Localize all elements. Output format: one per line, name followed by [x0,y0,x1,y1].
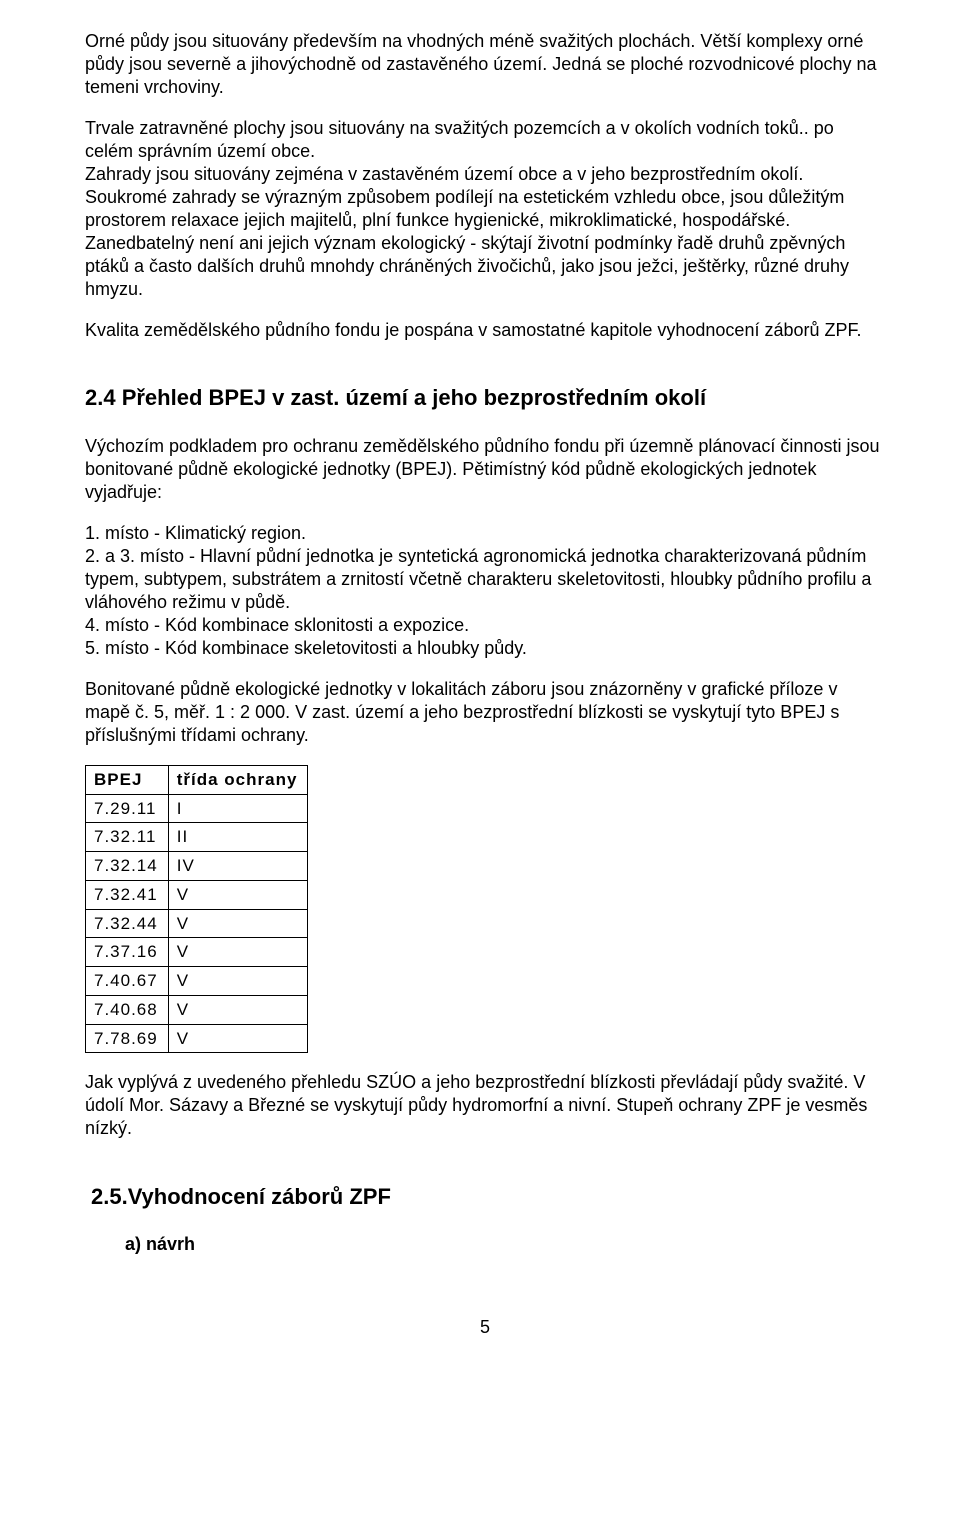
bpej-table: BPEJ třída ochrany 7.29.11 I 7.32.11 II … [85,765,308,1054]
bpej-class: V [168,995,308,1024]
paragraph-2: Trvale zatravněné plochy jsou situovány … [85,117,885,163]
paragraph-4: Kvalita zemědělského půdního fondu je po… [85,319,885,342]
table-row: 7.32.41 V [86,880,308,909]
list-item-4: 5. místo - Kód kombinace skeletovitosti … [85,637,885,660]
table-row: 7.40.67 V [86,967,308,996]
numbered-list: 1. místo - Klimatický region. 2. a 3. mí… [85,522,885,660]
table-row: 7.32.11 II [86,823,308,852]
table-row: 7.32.44 V [86,909,308,938]
bpej-class: I [168,794,308,823]
bpej-code: 7.32.14 [86,852,169,881]
page-number: 5 [85,1316,885,1339]
paragraph-1: Orné půdy jsou situovány především na vh… [85,30,885,99]
heading-2-4: 2.4 Přehled BPEJ v zast. území a jeho be… [85,384,885,412]
bpej-code: 7.40.68 [86,995,169,1024]
heading-2-5: 2.5.Vyhodnocení záborů ZPF [91,1183,885,1211]
bpej-code: 7.32.44 [86,909,169,938]
paragraph-5: Výchozím podkladem pro ochranu zemědělsk… [85,435,885,504]
list-item-1: 1. místo - Klimatický region. [85,522,885,545]
bpej-class: V [168,1024,308,1053]
bpej-class: IV [168,852,308,881]
col-header-class: třída ochrany [168,765,308,794]
bpej-code: 7.32.11 [86,823,169,852]
list-item-3: 4. místo - Kód kombinace sklonitosti a e… [85,614,885,637]
bpej-class: V [168,909,308,938]
col-header-bpej: BPEJ [86,765,169,794]
bpej-code: 7.78.69 [86,1024,169,1053]
bpej-class: V [168,967,308,996]
bpej-class: V [168,938,308,967]
paragraph-3: Zahrady jsou situovány zejména v zastavě… [85,163,885,301]
table-row: 7.37.16 V [86,938,308,967]
bpej-class: V [168,880,308,909]
paragraph-6: Bonitované půdně ekologické jednotky v l… [85,678,885,747]
bpej-class: II [168,823,308,852]
table-row: 7.78.69 V [86,1024,308,1053]
paragraph-7: Jak vyplývá z uvedeného přehledu SZÚO a … [85,1071,885,1140]
sub-heading-a: a) návrh [125,1233,885,1256]
bpej-code: 7.32.41 [86,880,169,909]
table-row: 7.29.11 I [86,794,308,823]
bpej-code: 7.40.67 [86,967,169,996]
bpej-code: 7.37.16 [86,938,169,967]
table-header-row: BPEJ třída ochrany [86,765,308,794]
bpej-code: 7.29.11 [86,794,169,823]
table-row: 7.40.68 V [86,995,308,1024]
list-item-2: 2. a 3. místo - Hlavní půdní jednotka je… [85,545,885,614]
table-row: 7.32.14 IV [86,852,308,881]
